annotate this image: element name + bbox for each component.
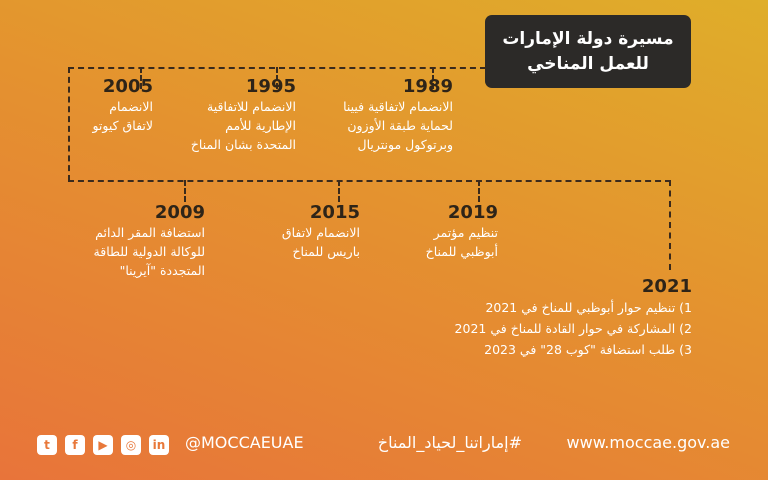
milestone-2021: 2021 1) تنظيم حوار أبوظبي للمناخ في 2021… bbox=[455, 276, 692, 360]
tick-2019 bbox=[478, 180, 480, 202]
tick-1989 bbox=[432, 67, 434, 89]
milestone-year: 2015 bbox=[309, 202, 360, 223]
milestone-2021-list: 1) تنظيم حوار أبوظبي للمناخ في 2021 2) ا… bbox=[455, 297, 692, 360]
milestone-2009: 2009 استضافة المقر الدائم للوكالة الدولية… bbox=[94, 202, 205, 280]
milestone-desc: الانضمام لاتفاق كيوتو bbox=[92, 99, 153, 133]
timeline-bottom-line bbox=[68, 180, 671, 182]
hashtag: #إماراتنا_لحياد_المناخ bbox=[377, 433, 522, 452]
milestone-desc: تنظيم مؤتمر أبوظبي للمناخ bbox=[425, 225, 498, 259]
milestone-year: 2005 bbox=[102, 76, 153, 97]
milestone-year: 2009 bbox=[154, 202, 205, 223]
milestone-2019: 2019 تنظيم مؤتمر أبوظبي للمناخ bbox=[426, 202, 498, 261]
milestone-year: 2021 bbox=[641, 276, 692, 297]
milestone-desc: الانضمام لاتفاقية فيينا لحماية طبقة الأوز… bbox=[343, 99, 453, 152]
tick-2015 bbox=[338, 180, 340, 202]
linkedin-icon[interactable]: in bbox=[149, 435, 169, 455]
milestone-desc: الانضمام لاتفاق باريس للمناخ bbox=[281, 225, 360, 259]
title-line-1: مسيرة دولة الإمارات bbox=[502, 28, 674, 49]
milestone-year: 1995 bbox=[245, 76, 296, 97]
facebook-icon[interactable]: f bbox=[65, 435, 85, 455]
title-box: مسيرة دولة الإمارات للعمل المناخي bbox=[485, 15, 691, 88]
website-link[interactable]: www.moccae.gov.ae bbox=[566, 433, 730, 452]
milestone-year: 1989 bbox=[402, 76, 453, 97]
milestone-2015: 2015 الانضمام لاتفاق باريس للمناخ bbox=[282, 202, 360, 261]
milestone-1995: 1995 الانضمام للاتفاقية الإطارية للأمم الم… bbox=[191, 76, 296, 154]
social-handle[interactable]: @MOCCAEUAE bbox=[185, 433, 304, 452]
milestone-desc: استضافة المقر الدائم للوكالة الدولية للطا… bbox=[93, 225, 205, 278]
twitter-icon[interactable]: t bbox=[37, 435, 57, 455]
timeline-left-line bbox=[68, 67, 70, 181]
title-line-2: للعمل المناخي bbox=[527, 53, 649, 74]
tick-2009 bbox=[184, 180, 186, 202]
list-item: 3) طلب استضافة "كوب 28" في 2023 bbox=[484, 342, 692, 357]
milestone-desc: الانضمام للاتفاقية الإطارية للأمم المتحدة … bbox=[190, 99, 296, 152]
milestone-1989: 1989 الانضمام لاتفاقية فيينا لحماية طبقة … bbox=[343, 76, 453, 154]
tick-1995 bbox=[276, 67, 278, 89]
instagram-icon[interactable]: ◎ bbox=[121, 435, 141, 455]
timeline-right-line bbox=[669, 180, 671, 270]
milestone-year: 2019 bbox=[447, 202, 498, 223]
tick-2005 bbox=[140, 67, 142, 89]
youtube-icon[interactable]: ▶ bbox=[93, 435, 113, 455]
milestone-2005: 2005 الانضمام لاتفاق كيوتو bbox=[92, 76, 153, 135]
list-item: 2) المشاركة في حوار القادة للمناخ في 202… bbox=[454, 321, 692, 336]
list-item: 1) تنظيم حوار أبوظبي للمناخ في 2021 bbox=[485, 300, 692, 315]
